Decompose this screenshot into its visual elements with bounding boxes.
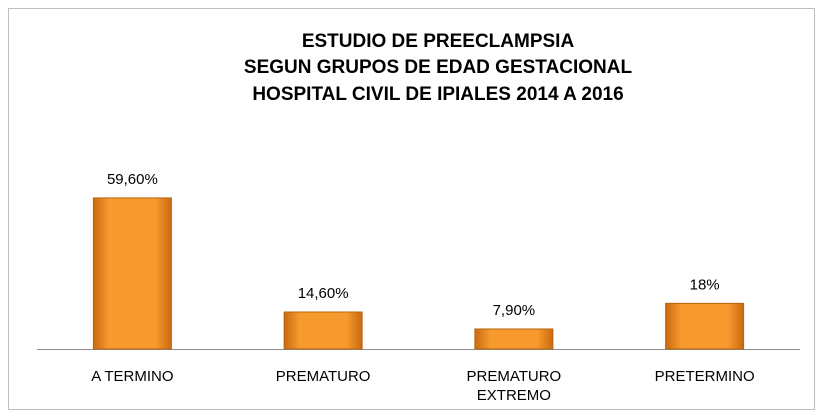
bar bbox=[474, 328, 554, 350]
bar bbox=[283, 311, 363, 350]
x-tick-label: A TERMINO bbox=[91, 368, 174, 385]
chart-title: HOSPITAL CIVIL DE IPIALES 2014 A 2016 bbox=[252, 84, 623, 105]
bar bbox=[665, 302, 745, 350]
x-tick-label: PREMATURO EXTREMO bbox=[466, 368, 562, 404]
data-label: 18% bbox=[690, 276, 720, 293]
chart-title: ESTUDIO DE PREECLAMPSIA bbox=[302, 31, 575, 52]
chart-title: SEGUN GRUPOS DE EDAD GESTACIONAL bbox=[244, 57, 633, 78]
data-label: 59,60% bbox=[107, 171, 158, 188]
data-label: 14,60% bbox=[298, 285, 349, 302]
x-tick-label: PRETERMINO bbox=[654, 368, 755, 385]
x-tick-label: PREMATURO bbox=[275, 368, 371, 385]
data-label: 7,90% bbox=[493, 302, 536, 319]
bar bbox=[92, 197, 172, 350]
